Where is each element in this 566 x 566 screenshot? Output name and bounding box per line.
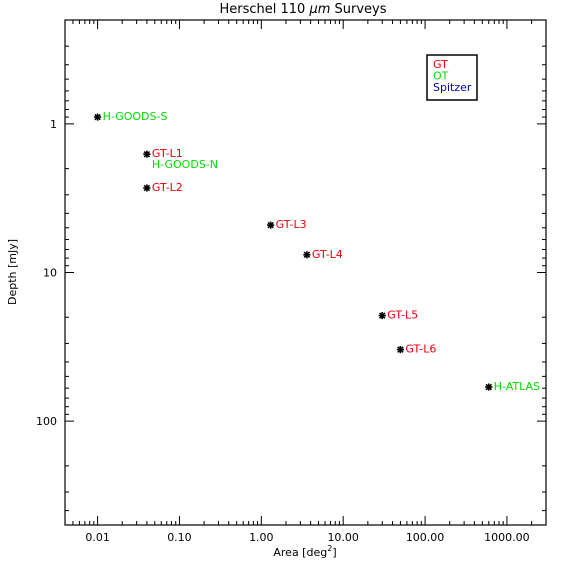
data-point-label: GT-L4 (312, 248, 343, 261)
y-axis: 1 10 100 (36, 19, 546, 526)
legend-entry: OT (433, 70, 449, 83)
x-axis: 0.01 0.10 1.00 10.00 100.00 1000.00 (64, 20, 547, 544)
x-tick-label: 100.00 (406, 531, 445, 544)
y-tick-label: 100 (36, 415, 57, 428)
x-tick-label: 1000.00 (484, 531, 530, 544)
data-point-label: GT-L3 (276, 218, 307, 231)
legend-entry: Spitzer (433, 81, 472, 94)
x-tick-label: 0.10 (167, 531, 192, 544)
data-point-marker (485, 383, 493, 391)
data-point-label: H-GOODS-N (152, 158, 218, 171)
x-axis-label: Area [deg2] (273, 544, 336, 559)
legend-box (426, 54, 478, 101)
data-point-marker (93, 113, 102, 121)
y-tick-label: 10 (43, 267, 57, 280)
x-tick-label: 0.01 (85, 531, 110, 544)
data-point-marker (396, 345, 405, 354)
data-point-label: GT-L1 (152, 147, 183, 160)
y-axis-label: Depth [mJy] (6, 239, 19, 305)
data-point-label: GT-L5 (387, 309, 418, 322)
data-points: H-GOODS-S GT-L1H-GOODS-N GT-L2 GT-L3 GT-L4 GT… (93, 110, 540, 393)
data-point-marker (378, 312, 386, 320)
data-point-marker (143, 184, 151, 192)
data-point-marker (267, 221, 275, 229)
data-point-label: GT-L2 (152, 181, 183, 194)
plot-frame (64, 19, 547, 526)
data-point-marker (143, 150, 151, 158)
data-point-marker (303, 251, 311, 259)
data-point-label: H-GOODS-S (103, 110, 168, 123)
data-point-label: H-ATLAS (494, 380, 540, 393)
legend-entry: GT (433, 58, 448, 71)
x-tick-label: 1.00 (249, 531, 274, 544)
data-point-label: GT-L6 (405, 343, 436, 356)
y-tick-label: 1 (50, 118, 57, 131)
x-tick-label: 10.00 (327, 531, 359, 544)
chart-title: Herschel 110 μm Surveys (219, 2, 386, 17)
